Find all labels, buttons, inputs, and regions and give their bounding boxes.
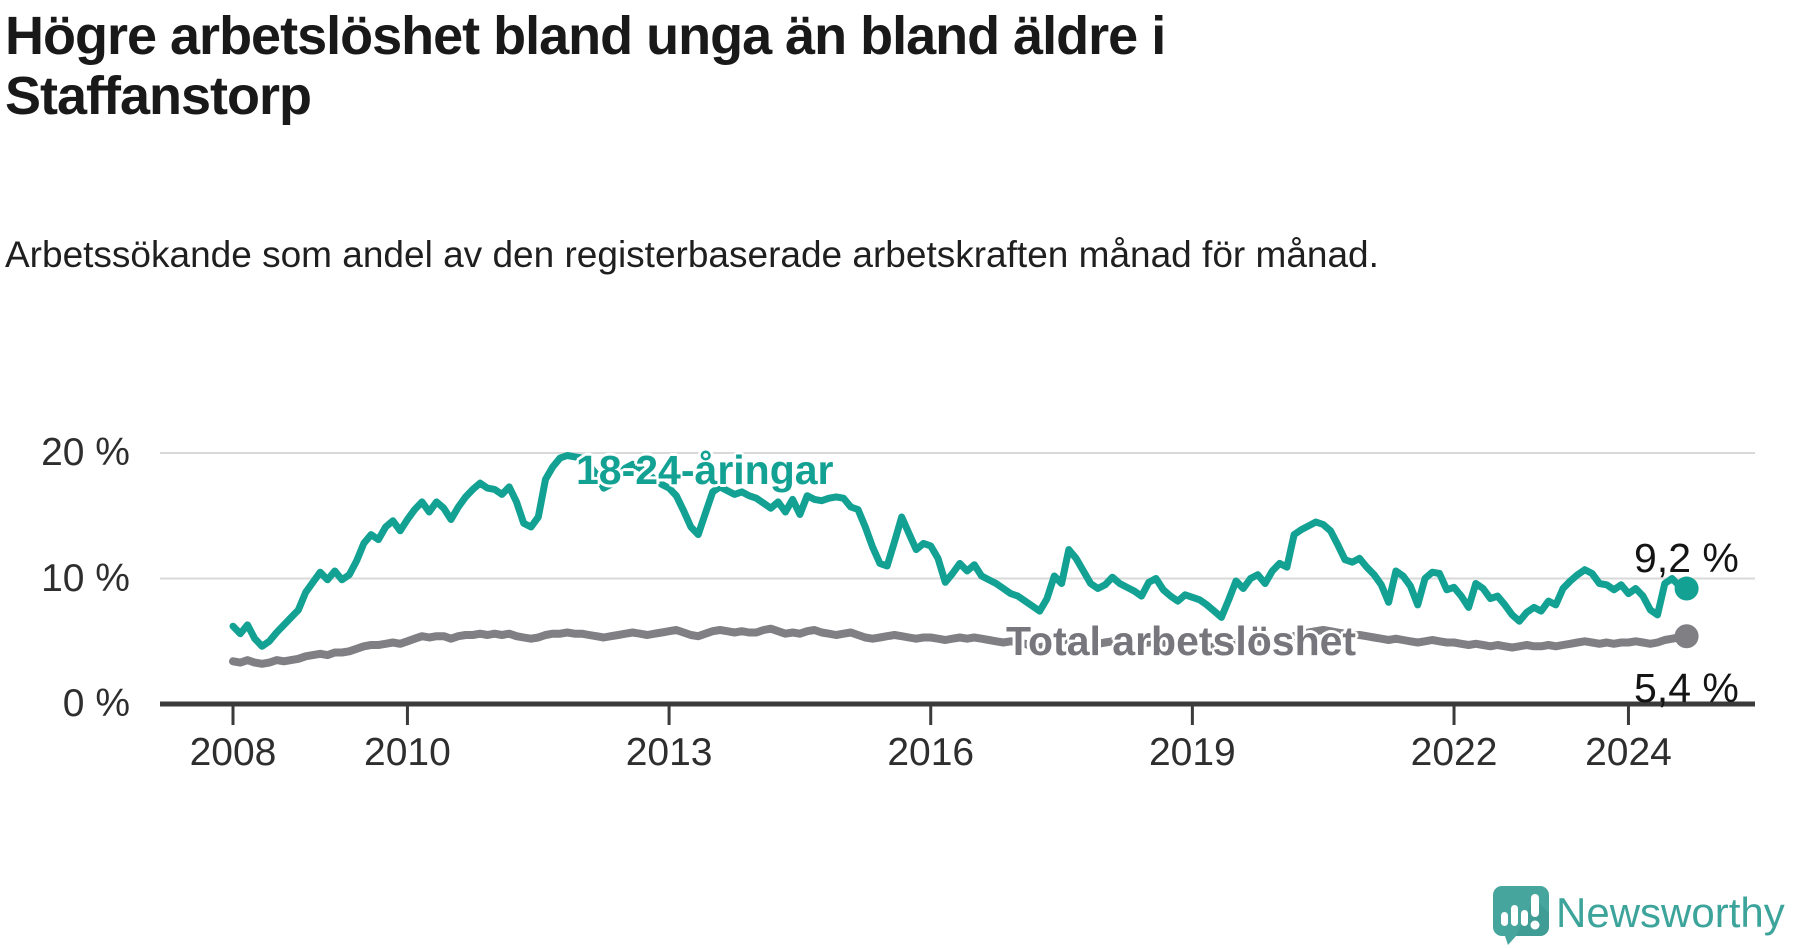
series-line-total xyxy=(229,624,1691,668)
chart-subtitle: Arbetssökande som andel av den registerb… xyxy=(5,234,1379,275)
x-axis-tick-label: 2008 xyxy=(189,731,277,774)
series-label-total: Total arbetslöshet xyxy=(1006,618,1357,664)
newsworthy-logo-text: Newsworthy xyxy=(1556,889,1785,936)
series-label-18-24: 18-24-åringar xyxy=(576,447,834,493)
x-axis-tick-label: 2022 xyxy=(1410,731,1498,774)
x-axis-tick-label: 2019 xyxy=(1148,731,1236,774)
y-axis-tick-label: 0 % xyxy=(62,682,130,725)
newsworthy-logo xyxy=(1489,884,1799,946)
x-axis-tick-label: 2010 xyxy=(364,731,451,774)
chart-title: Högre arbetslöshet bland unga än bland ä… xyxy=(5,6,1166,126)
x-axis-tick-label: 2013 xyxy=(625,731,713,774)
y-axis-tick-label: 20 % xyxy=(41,431,130,474)
series-line-18-24 xyxy=(229,452,1691,650)
end-value-label-total: 5,4 % xyxy=(1634,665,1739,711)
series-endpoint-dot xyxy=(1674,576,1699,601)
y-axis-tick-label: 10 % xyxy=(41,556,130,600)
newsworthy-speech-bubble-chart-icon xyxy=(1493,886,1549,945)
end-value-label-18-24: 9,2 % xyxy=(1634,535,1739,581)
series-endpoint-dot xyxy=(1674,624,1699,649)
x-axis-tick-label: 2024 xyxy=(1585,731,1672,774)
x-axis-tick-label: 2016 xyxy=(887,731,975,774)
